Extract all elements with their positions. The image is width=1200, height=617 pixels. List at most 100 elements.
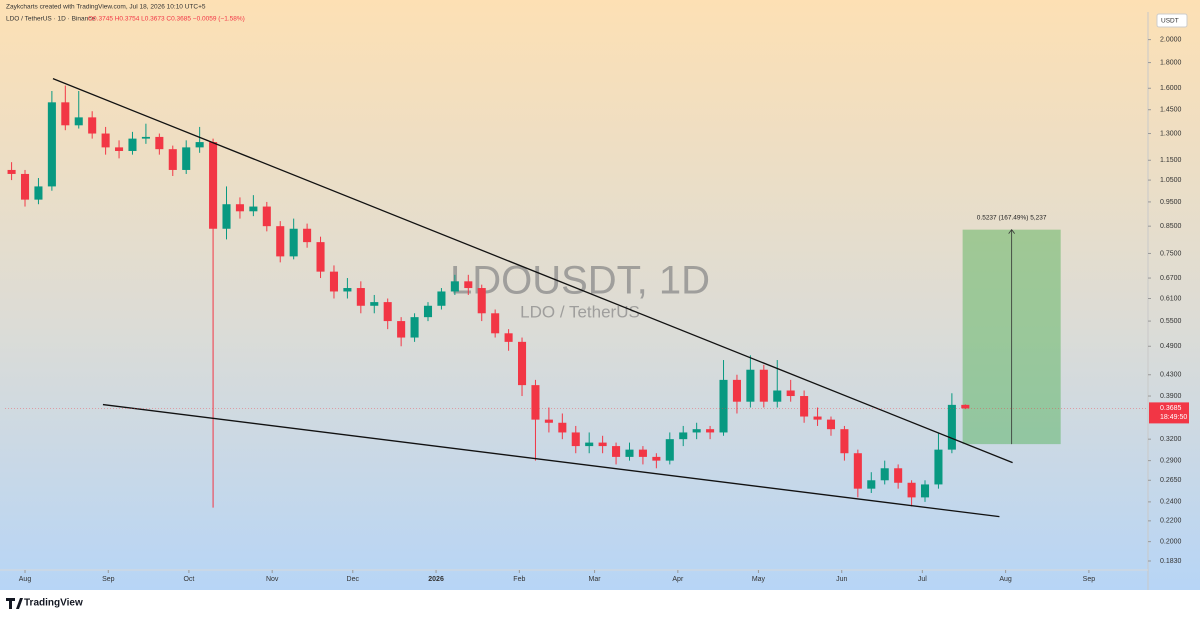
x-tick-label: Jul [918, 576, 927, 583]
candle-body [571, 432, 580, 447]
candle [867, 472, 876, 493]
x-tick-label: Aug [19, 576, 32, 583]
candle [34, 178, 43, 205]
candle [638, 446, 647, 465]
candle-body [7, 169, 16, 174]
candle-body [303, 228, 312, 243]
candle-body [853, 453, 862, 489]
candle [612, 442, 621, 465]
candle [558, 413, 567, 440]
candle [652, 453, 661, 469]
candle [518, 337, 527, 397]
x-tick-label: Jun [836, 576, 847, 583]
candle-body [423, 305, 433, 318]
candle [679, 425, 688, 447]
candle [826, 416, 836, 436]
candle [397, 317, 406, 347]
candle-body [383, 302, 392, 322]
x-tick-label: Nov [266, 576, 279, 583]
candle-body [840, 429, 849, 454]
candle [262, 201, 271, 232]
y-tick-label: 2.0000 [1160, 36, 1182, 43]
brand-icon[interactable] [6, 598, 23, 609]
currency-box[interactable] [1156, 13, 1188, 28]
candle-body [477, 288, 486, 314]
y-tick-label: 1.3000 [1160, 130, 1182, 137]
candle [464, 274, 473, 295]
candle [303, 223, 312, 248]
y-tick-label: 0.7500 [1160, 250, 1182, 257]
candle [437, 288, 446, 310]
candle-body [450, 281, 459, 292]
candle [598, 435, 607, 454]
candle [423, 302, 433, 322]
candle [800, 390, 809, 423]
candle-body [880, 468, 889, 481]
candle-body [195, 142, 204, 148]
x-tick-label: Sep [1083, 576, 1096, 583]
y-tick-label: 0.6700 [1160, 275, 1182, 282]
candle [222, 186, 231, 240]
brand-name[interactable]: TradingView [24, 598, 83, 609]
candle-body [370, 302, 379, 306]
y-tick-label: 1.0500 [1160, 177, 1182, 184]
candle [289, 218, 298, 260]
candle-body [800, 396, 809, 417]
candle [115, 140, 124, 159]
candle [813, 407, 822, 426]
background [0, 0, 1200, 590]
candle [47, 91, 56, 191]
x-tick-label: Mar [589, 576, 602, 583]
candle [544, 407, 553, 433]
candle [88, 111, 97, 139]
candle [410, 313, 419, 342]
candle-body [155, 136, 164, 150]
candle-body [88, 117, 97, 134]
candle [249, 195, 258, 217]
y-tick-label: 0.6100 [1160, 295, 1182, 302]
candle-body [867, 480, 876, 489]
candle-body [719, 379, 728, 433]
brand-logo[interactable]: TradingView [6, 598, 83, 609]
x-tick-label: Aug [999, 576, 1012, 583]
candle [706, 425, 715, 440]
header-values: O0.3745 H0.3754 L0.3673 C0.3685 −0.0059 … [88, 16, 245, 23]
candle-body [397, 321, 406, 338]
candle-body [665, 439, 674, 461]
last-price-tag [1149, 402, 1189, 424]
candle [571, 425, 580, 454]
currency[interactable]: USDT [1161, 18, 1179, 25]
measure-label: 0.5237 (167.49%) 5,237 [977, 214, 1047, 221]
candle-body [141, 136, 150, 139]
candle-body [329, 271, 338, 292]
candle [934, 432, 943, 489]
candle [343, 278, 352, 299]
plot-area: 0.5237 (167.49%) 5,237 [7, 78, 1061, 518]
candle-body [947, 404, 956, 450]
candle-body [773, 390, 782, 402]
candle-body [343, 288, 352, 292]
candle [195, 126, 204, 153]
candle-body [182, 147, 191, 170]
y-tick-label: 0.3200 [1160, 436, 1182, 443]
y-tick-label: 1.6000 [1160, 85, 1182, 92]
candle-body [491, 313, 500, 334]
candle-body [101, 133, 110, 148]
candle-body [692, 429, 701, 433]
candle [101, 126, 110, 155]
trendline [52, 78, 1013, 464]
y-tick-label: 0.3900 [1160, 393, 1182, 400]
candle [316, 236, 325, 279]
candle [61, 85, 70, 131]
candle-body [20, 173, 30, 200]
candle [155, 133, 164, 155]
candle-body [894, 468, 903, 483]
candle [209, 138, 218, 508]
candle-body [249, 206, 258, 212]
candle-body [168, 149, 177, 170]
y-tick-label: 1.4500 [1160, 107, 1182, 114]
candle-body [531, 385, 540, 420]
candle-body [289, 228, 298, 257]
watermark: LDOUSDT, 1D [450, 259, 710, 303]
attribution: Zaykcharts created with TradingView.com,… [6, 4, 206, 11]
